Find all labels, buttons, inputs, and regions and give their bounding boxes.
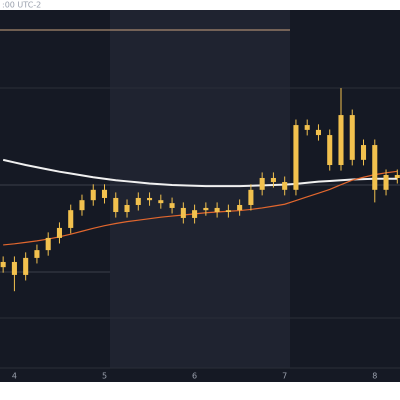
candle-body bbox=[282, 182, 288, 190]
candle-body bbox=[90, 189, 96, 201]
candle-body bbox=[203, 207, 209, 211]
candle-body bbox=[214, 207, 220, 213]
candle-body bbox=[225, 210, 231, 213]
candle-body bbox=[79, 200, 85, 211]
candle-body bbox=[338, 115, 344, 166]
x-tick-label: 5 bbox=[102, 372, 107, 381]
candle-body bbox=[56, 227, 62, 238]
candle-body bbox=[315, 129, 322, 136]
x-tick-label: 8 bbox=[372, 372, 377, 381]
candle-body bbox=[349, 115, 355, 160]
candle-body bbox=[259, 177, 265, 190]
candle-body bbox=[327, 135, 333, 166]
candle-body bbox=[34, 250, 40, 258]
candle-body bbox=[124, 204, 130, 213]
candle-body bbox=[248, 189, 254, 205]
candle-body bbox=[45, 237, 51, 251]
candle-body bbox=[68, 210, 74, 228]
candle-body bbox=[0, 261, 6, 268]
chart-title: :00 UTC-2 bbox=[2, 1, 41, 10]
candle-body bbox=[394, 175, 400, 178]
candle-body bbox=[11, 261, 17, 275]
candle-body bbox=[192, 210, 198, 218]
candle-body bbox=[113, 197, 119, 213]
candle-body bbox=[101, 189, 108, 198]
candle-body bbox=[169, 203, 175, 208]
candle-body bbox=[372, 145, 378, 190]
candle-body bbox=[135, 197, 141, 205]
x-tick-label: 6 bbox=[192, 372, 197, 381]
candle-body bbox=[237, 204, 243, 211]
candle-body bbox=[180, 207, 186, 218]
candle-body bbox=[360, 145, 367, 160]
candle-body bbox=[304, 125, 310, 130]
candle-body bbox=[158, 200, 164, 204]
candle-body bbox=[383, 175, 389, 190]
candle-body bbox=[147, 197, 153, 201]
candle-body bbox=[270, 177, 276, 183]
moving-average bbox=[2, 158, 398, 188]
moving-average bbox=[3, 170, 398, 246]
x-tick-label: 4 bbox=[12, 372, 17, 381]
candle-body bbox=[293, 125, 299, 190]
x-tick-label: 7 bbox=[282, 372, 287, 381]
candle-body bbox=[23, 257, 29, 275]
